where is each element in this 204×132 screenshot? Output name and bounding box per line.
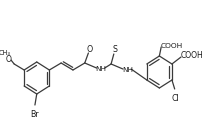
Text: O: O	[86, 44, 92, 53]
Text: COOH: COOH	[161, 43, 183, 49]
Text: NH: NH	[96, 66, 107, 72]
Text: COOH: COOH	[181, 51, 203, 60]
Text: NH: NH	[122, 67, 133, 73]
Text: CH₃: CH₃	[0, 50, 11, 56]
Text: O: O	[6, 55, 12, 65]
Text: Cl: Cl	[172, 94, 180, 103]
Text: Br: Br	[31, 110, 39, 119]
Text: S: S	[112, 46, 117, 55]
